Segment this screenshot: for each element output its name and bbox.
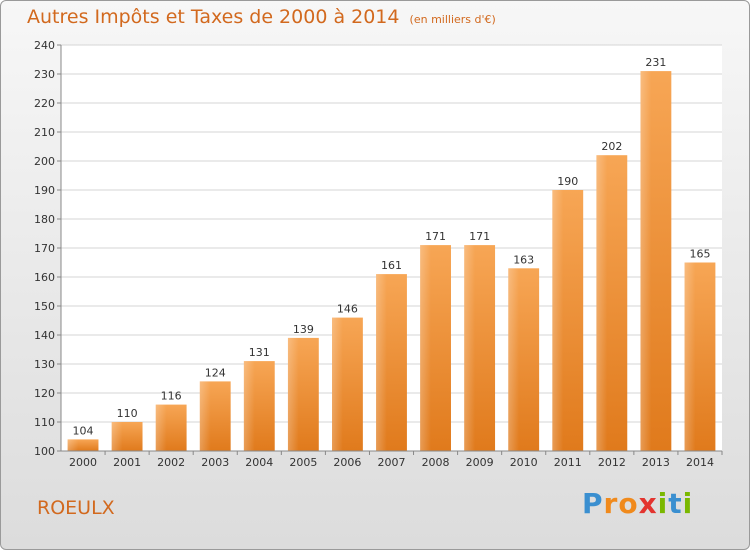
bar-value-label: 202 (601, 140, 622, 153)
bar-value-label: 171 (469, 230, 490, 243)
bar-highlight (640, 71, 652, 451)
bar-highlight (464, 245, 476, 451)
bar-value-label: 190 (557, 175, 578, 188)
bar-value-label: 171 (425, 230, 446, 243)
x-tick-label: 2013 (642, 456, 670, 469)
x-tick-label: 2000 (69, 456, 97, 469)
commune-name: ROEULX (37, 497, 115, 519)
y-tick-label: 210 (34, 126, 55, 139)
y-tick-label: 160 (34, 271, 55, 284)
x-tick-label: 2002 (157, 456, 185, 469)
y-tick-label: 230 (34, 68, 55, 81)
bar-value-label: 146 (337, 303, 358, 316)
y-tick-label: 200 (34, 155, 55, 168)
x-tick-label: 2007 (378, 456, 406, 469)
logo-letter: P (582, 487, 604, 520)
chart-title-text: Autres Impôts et Taxes de 2000 à 2014 (27, 6, 400, 28)
x-tick-label: 2012 (598, 456, 626, 469)
y-tick-label: 240 (34, 39, 55, 52)
bar-value-label: 131 (249, 346, 270, 359)
proxiti-logo: Proxiti (582, 487, 693, 520)
x-tick-label: 2008 (422, 456, 450, 469)
chart-subtitle: (en milliers d'€) (409, 13, 496, 26)
x-tick-label: 2005 (289, 456, 317, 469)
y-tick-label: 170 (34, 242, 55, 255)
x-tick-label: 2004 (245, 456, 273, 469)
bar-highlight (508, 268, 520, 451)
y-tick-label: 110 (34, 416, 55, 429)
bar (67, 439, 99, 451)
bar-highlight (199, 381, 211, 451)
bar-value-label: 161 (381, 259, 402, 272)
y-tick-label: 190 (34, 184, 55, 197)
logo-letter: x (638, 487, 658, 520)
bar-highlight (376, 274, 387, 451)
x-tick-label: 2010 (510, 456, 538, 469)
bar-highlight (243, 361, 255, 451)
y-tick-label: 130 (34, 358, 55, 371)
y-tick-label: 140 (34, 329, 55, 342)
bar-value-label: 139 (293, 323, 314, 336)
x-tick-label: 2006 (333, 456, 361, 469)
x-tick-label: 2003 (201, 456, 229, 469)
bar-highlight (420, 245, 431, 451)
bar-value-label: 116 (161, 390, 182, 403)
logo-letter: i (657, 487, 669, 520)
chart-title: Autres Impôts et Taxes de 2000 à 2014 (e… (27, 6, 496, 28)
logo-letter: t (668, 487, 683, 520)
bar-highlight (111, 422, 123, 451)
bar-highlight (155, 404, 167, 451)
bar-highlight (552, 190, 564, 451)
logo-letter: i (682, 487, 694, 520)
x-tick-label: 2014 (686, 456, 714, 469)
x-tick-label: 2009 (466, 456, 494, 469)
bar-value-label: 165 (689, 248, 710, 261)
y-tick-label: 120 (34, 387, 55, 400)
bar-highlight (67, 439, 79, 451)
bar-highlight (684, 262, 696, 451)
logo-letter: o (618, 487, 639, 520)
bar-value-label: 124 (205, 366, 226, 379)
x-tick-label: 2001 (113, 456, 141, 469)
y-tick-label: 150 (34, 300, 55, 313)
bar-value-label: 163 (513, 253, 534, 266)
y-tick-label: 180 (34, 213, 55, 226)
y-tick-label: 100 (34, 445, 55, 458)
logo-letter: r (603, 487, 619, 520)
bar-value-label: 231 (645, 56, 666, 69)
bar-highlight (287, 337, 299, 451)
bar-value-label: 104 (73, 424, 94, 437)
y-tick-label: 220 (34, 97, 55, 110)
bar-highlight (332, 317, 343, 451)
bar-value-label: 110 (117, 407, 138, 420)
bar-highlight (596, 155, 608, 451)
x-tick-label: 2011 (554, 456, 582, 469)
